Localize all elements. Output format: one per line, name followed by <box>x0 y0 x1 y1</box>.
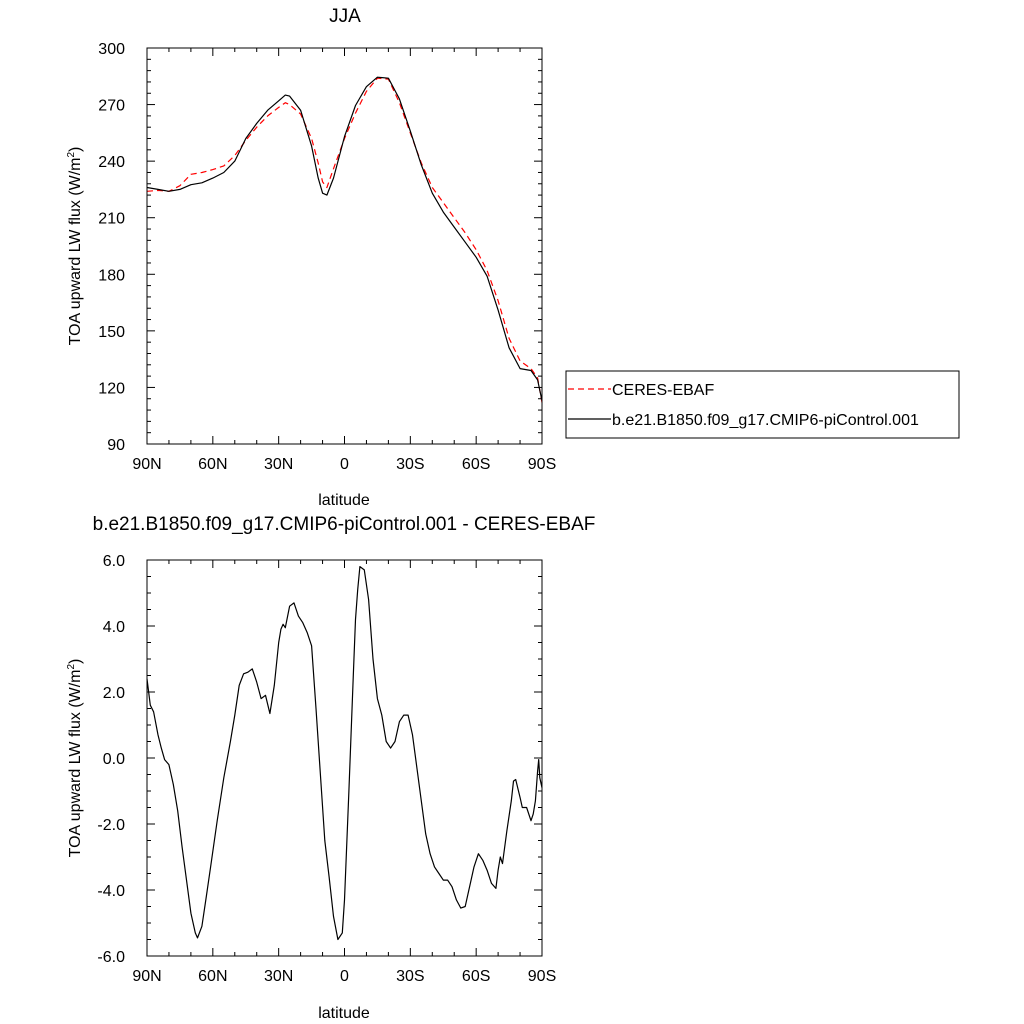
bottom-x-ticks: 90N 60N 30N 0 30S 60S 90S <box>132 560 556 985</box>
bottom-x-tick-label: 30N <box>264 968 293 985</box>
top-y-tick-label: 120 <box>98 380 125 397</box>
bottom-x-tick-label: 60N <box>198 968 227 985</box>
top-y-axis-label-close: ) <box>67 147 84 152</box>
bottom-y-axis-label-close: ) <box>67 659 84 664</box>
top-plot-area <box>146 76 543 403</box>
bottom-y-axis-label-main: TOA upward LW flux (W/m <box>67 670 84 858</box>
top-y-tick-label: 300 <box>98 41 125 58</box>
top-x-tick-label: 60N <box>198 456 227 473</box>
bottom-x-tick-label: 90S <box>528 968 556 985</box>
bottom-y-tick-label: 2.0 <box>103 685 125 702</box>
top-x-tick-label: 30S <box>396 456 424 473</box>
bottom-x-tick-label: 30S <box>396 968 424 985</box>
bottom-y-ticks: -6.0 -4.0 -2.0 0.0 2.0 4.0 6.0 <box>97 553 542 966</box>
top-y-tick-label: 150 <box>98 324 125 341</box>
top-y-tick-label: 240 <box>98 154 125 171</box>
top-x-tick-label: 60S <box>462 456 490 473</box>
bottom-y-tick-label: -6.0 <box>97 949 125 966</box>
bottom-series-line-0 <box>146 565 543 941</box>
difference-panel: b.e21.B1850.f09_g17.CMIP6-piControl.001 … <box>66 514 595 1022</box>
top-y-tick-label: 210 <box>98 211 125 228</box>
top-y-tick-label: 270 <box>98 98 125 115</box>
legend-label-model: b.e21.B1850.f09_g17.CMIP6-piControl.001 <box>612 412 919 429</box>
mean-flux-panel: JJA latitude TOA upward LW flux (W/m2) 9… <box>66 6 556 509</box>
top-series-line-0 <box>146 77 543 403</box>
bottom-x-axis-label: latitude <box>318 1005 370 1022</box>
top-x-tick-label: 30N <box>264 456 293 473</box>
top-y-tick-label: 180 <box>98 267 125 284</box>
top-y-axis-label-main: TOA upward LW flux (W/m <box>67 158 84 346</box>
top-y-axis-label: TOA upward LW flux (W/m2) <box>66 147 84 346</box>
legend: CERES-EBAF b.e21.B1850.f09_g17.CMIP6-piC… <box>565 370 960 439</box>
top-y-ticks: 90 120 150 180 210 240 270 300 <box>98 41 542 454</box>
bottom-y-tick-label: -4.0 <box>97 883 125 900</box>
bottom-x-tick-label: 90N <box>132 968 161 985</box>
top-x-tick-label: 90S <box>528 456 556 473</box>
top-title: JJA <box>329 6 361 27</box>
top-x-axis-label: latitude <box>318 492 370 509</box>
top-x-tick-label: 0 <box>340 456 349 473</box>
bottom-y-tick-label: -2.0 <box>97 817 125 834</box>
bottom-plot-area <box>146 565 543 941</box>
bottom-x-tick-label: 0 <box>340 968 349 985</box>
top-series-line-1 <box>146 76 543 401</box>
bottom-y-tick-label: 0.0 <box>103 751 125 768</box>
bottom-y-axis-label: TOA upward LW flux (W/m2) <box>66 659 84 858</box>
bottom-title: b.e21.B1850.f09_g17.CMIP6-piControl.001 … <box>93 514 596 535</box>
bottom-y-tick-label: 6.0 <box>103 553 125 570</box>
top-x-tick-label: 90N <box>132 456 161 473</box>
bottom-x-tick-label: 60S <box>462 968 490 985</box>
bottom-y-axis-label-superscript: 2 <box>66 664 77 670</box>
top-y-axis-label-superscript: 2 <box>66 152 77 158</box>
legend-label-ceres-ebaf: CERES-EBAF <box>612 382 714 399</box>
bottom-y-tick-label: 4.0 <box>103 619 125 636</box>
top-y-tick-label: 90 <box>107 437 125 454</box>
legend-box <box>565 370 960 439</box>
top-x-ticks: 90N 60N 30N 0 30S 60S 90S <box>132 48 556 473</box>
top-plot-frame <box>146 47 543 445</box>
